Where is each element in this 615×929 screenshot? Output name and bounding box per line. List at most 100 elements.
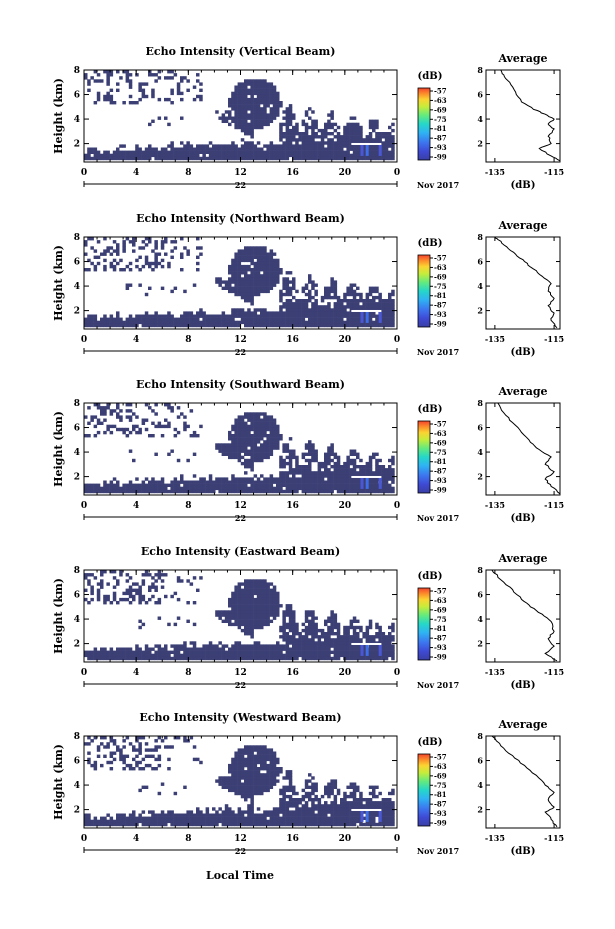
heatmap-cell: [276, 434, 280, 438]
heatmap-cell: [157, 573, 162, 577]
heatmap-cell: [333, 632, 338, 636]
heatmap-cell: [192, 474, 197, 478]
heatmap-cell: [247, 295, 251, 300]
heatmap-cell: [138, 317, 142, 321]
heatmap-cell: [333, 128, 338, 133]
heatmap-cell: [381, 465, 386, 469]
heatmap-cell: [253, 434, 258, 438]
heatmap-cell: [368, 323, 373, 328]
heatmap-cell: [228, 150, 232, 154]
heatmap-cell: [183, 483, 187, 487]
heatmap-cell: [384, 144, 389, 148]
heatmap-cell: [183, 311, 187, 315]
heatmap-cell: [314, 132, 318, 136]
heatmap-cell: [224, 144, 229, 148]
heatmap-cell: [250, 286, 254, 290]
heatmap-cell: [151, 489, 155, 494]
heatmap-cell: [138, 483, 142, 487]
heatmap-cell: [308, 449, 312, 453]
heatmap-cell: [263, 650, 267, 654]
heatmap-cell: [304, 314, 309, 318]
heatmap-cell: [308, 653, 312, 658]
heatmap-cell: [292, 616, 296, 620]
heatmap-cell: [141, 486, 146, 491]
heatmap-cell: [208, 653, 213, 658]
heatmap-cell: [340, 480, 344, 484]
heatmap-cell: [164, 317, 168, 321]
heatmap-cell: [176, 317, 181, 321]
heatmap-cell: [391, 468, 395, 472]
y-axis-label: Height (km): [52, 78, 65, 154]
heatmap-cell: [135, 582, 139, 586]
heatmap-cell: [340, 320, 344, 325]
heatmap-cell: [282, 483, 286, 487]
heatmap-cell: [240, 94, 245, 99]
heatmap-cell: [228, 807, 232, 811]
heatmap-cell: [138, 255, 142, 259]
heatmap-cell: [314, 477, 318, 481]
heatmap-cell: [138, 591, 142, 596]
heatmap-cell: [308, 452, 312, 456]
heatmap-cell: [266, 647, 270, 651]
heatmap-cell: [349, 132, 354, 136]
heatmap-cell: [349, 141, 354, 145]
profile-y-tick-label: 2: [477, 306, 483, 316]
heatmap-cell: [116, 403, 120, 407]
heatmap-cell: [138, 430, 142, 435]
heatmap-cell: [160, 650, 165, 654]
heatmap-cell: [224, 477, 229, 481]
heatmap-cell: [282, 638, 286, 642]
heatmap-cell: [176, 579, 181, 583]
heatmap-cell: [240, 292, 245, 297]
heatmap-cell: [234, 819, 238, 824]
heatmap-cell: [119, 418, 123, 422]
heatmap-cell: [266, 119, 270, 123]
heatmap-cell: [253, 277, 258, 281]
heatmap-cell: [266, 427, 270, 432]
x-tick-label: 16: [286, 668, 299, 678]
heatmap-cell: [196, 261, 200, 266]
heatmap-cell: [176, 153, 181, 158]
heatmap-cell: [250, 144, 254, 148]
heatmap-cell: [244, 258, 248, 263]
panel-2: Echo Intensity (Southward Beam)0 4 8 12 16 20…: [52, 378, 564, 524]
heatmap-cell: [285, 647, 290, 651]
heatmap-cell: [240, 101, 245, 105]
heatmap-cell: [260, 317, 264, 321]
heatmap-cell: [311, 125, 315, 130]
heatmap-cell: [160, 822, 165, 827]
heatmap-cell: [208, 156, 213, 161]
heatmap-cell: [148, 406, 152, 410]
heatmap-cell: [218, 144, 222, 148]
heatmap-cell: [349, 474, 354, 478]
colorbar-tick-label: -75: [434, 282, 447, 291]
heatmap-cell: [160, 486, 165, 491]
heatmap-cell: [180, 153, 184, 158]
heatmap-cell: [183, 147, 187, 151]
heatmap-cell: [320, 323, 325, 328]
heatmap-cell: [384, 486, 389, 491]
heatmap-cell: [167, 122, 171, 127]
heatmap-cell: [221, 785, 226, 789]
heatmap-cell: [237, 822, 242, 827]
heatmap-cell: [250, 412, 254, 416]
heatmap-cell: [311, 305, 315, 309]
heatmap-cell: [368, 150, 373, 154]
heatmap-cell: [375, 486, 379, 491]
heatmap-cell: [288, 641, 293, 645]
heatmap-cell: [208, 647, 213, 651]
heatmap-cell: [231, 647, 235, 651]
heatmap-cell: [288, 135, 293, 139]
heatmap-cell: [260, 82, 264, 86]
heatmap-cell: [298, 638, 302, 642]
heatmap-cell: [272, 597, 277, 602]
heatmap-cell: [240, 113, 245, 117]
heatmap-cell: [237, 101, 242, 105]
heatmap-cell: [260, 585, 264, 589]
heatmap-cell: [135, 258, 139, 263]
heatmap-cell: [192, 147, 197, 151]
heatmap-cell: [244, 156, 248, 161]
heatmap-cell: [314, 125, 318, 130]
heatmap-cell: [160, 320, 165, 325]
heatmap-cell: [304, 122, 309, 127]
